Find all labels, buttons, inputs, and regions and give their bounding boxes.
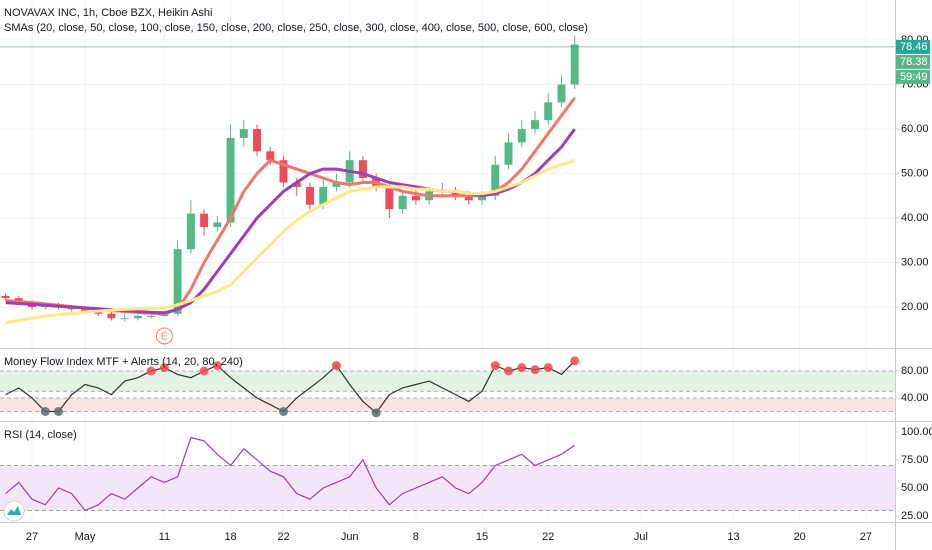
alert-dot	[543, 363, 553, 373]
indicator-legend: Money Flow Index MTF + Alerts (14, 20, 8…	[4, 356, 243, 368]
alert-dot	[40, 406, 50, 416]
alert-dot	[212, 361, 222, 371]
candle-body	[147, 315, 156, 317]
band	[0, 370, 895, 392]
alert-dot	[54, 406, 64, 416]
candle-body	[306, 186, 314, 205]
sma-line	[5, 158, 576, 325]
last-price-label: 78.46	[900, 41, 928, 53]
x-tick-label: 27	[26, 531, 38, 543]
x-tick-label: 27	[860, 531, 872, 543]
band	[0, 465, 895, 511]
candle-body	[107, 313, 116, 319]
x-tick-label: May	[75, 531, 96, 543]
candle-body	[253, 129, 262, 152]
candle-body	[319, 186, 328, 205]
y-tick-label: 25.00	[901, 510, 929, 522]
alert-dot	[490, 361, 500, 371]
indicator-legend: RSI (14, close)	[4, 429, 77, 441]
candle-body	[94, 311, 103, 314]
candle-body	[464, 195, 473, 201]
indicator-line	[5, 436, 576, 512]
y-tick-label: 50.00	[901, 167, 929, 179]
candle-body	[173, 249, 182, 314]
close-price-label: 78.38	[900, 56, 928, 68]
y-tick-label: 20.00	[901, 301, 929, 313]
close-price-box	[896, 54, 930, 69]
candle-body	[358, 160, 367, 179]
candle-body	[385, 186, 394, 210]
candle-body	[544, 102, 553, 121]
candle-body	[239, 129, 248, 138]
y-tick-label: 75.00	[901, 454, 929, 466]
candle-body	[292, 182, 301, 187]
candle-body	[451, 191, 460, 196]
earnings-label: E	[161, 332, 168, 343]
candle-body	[398, 195, 407, 210]
x-tick-label: 8	[413, 531, 419, 543]
candle-body	[332, 182, 341, 187]
x-tick-label: Jul	[634, 531, 648, 543]
last-price-box	[896, 39, 930, 54]
y-tick-label: 80.00	[901, 365, 929, 377]
x-tick-label: 13	[727, 531, 739, 543]
earnings-marker	[155, 327, 173, 345]
candle-body	[531, 120, 539, 130]
x-tick-label: 22	[277, 531, 289, 543]
candle-body	[570, 44, 579, 85]
chart-title: NOVAVAX INC, 1h, Cboe BZX, Heikin Ashi	[4, 7, 212, 19]
candle-body	[491, 164, 500, 196]
alert-dot	[279, 406, 289, 416]
band	[0, 397, 895, 412]
candle-body	[186, 213, 195, 250]
alert-dot	[530, 365, 540, 375]
candle-body	[266, 151, 275, 161]
alert-dot	[504, 366, 514, 376]
sma-line	[5, 128, 576, 315]
x-tick-label: 11	[159, 531, 170, 543]
candle-body	[411, 195, 420, 201]
candle-body	[133, 315, 142, 319]
candle-body	[478, 195, 487, 201]
indicator-legend: SMAs (20, close, 50, close, 100, close, …	[4, 22, 588, 34]
indicator-line	[5, 360, 576, 414]
candle-body	[517, 129, 526, 143]
y-tick-label: 100.00	[901, 426, 932, 438]
alert-dot	[146, 366, 156, 376]
candle-body	[557, 84, 566, 103]
alert-dot	[331, 361, 341, 371]
alert-dot	[159, 363, 169, 373]
alert-dot	[199, 366, 209, 376]
y-tick-label: 40.00	[901, 392, 929, 404]
y-tick-label: 50.00	[901, 482, 929, 494]
candle-body	[200, 213, 209, 227]
y-tick-label: 30.00	[901, 256, 929, 268]
x-tick-label: 20	[794, 531, 806, 543]
x-tick-label: 15	[476, 531, 488, 543]
countdown-box	[896, 69, 930, 84]
alert-dot	[371, 408, 381, 418]
candle-body	[226, 137, 235, 223]
plot-layer: E	[0, 0, 895, 522]
candle-body	[279, 160, 288, 183]
y-tick-label: 60.00	[901, 123, 929, 135]
y-tick-label: 40.00	[901, 212, 929, 224]
candle-body	[1, 295, 10, 299]
countdown-label: 59:49	[900, 71, 928, 83]
x-tick-label: 22	[542, 531, 554, 543]
logo[interactable]	[3, 500, 25, 522]
candle-body	[81, 309, 89, 312]
candle-body	[213, 222, 222, 227]
candle-body	[120, 318, 129, 320]
alert-dot	[570, 356, 580, 366]
alert-dot	[517, 363, 527, 373]
x-tick-label: Jun	[341, 531, 359, 543]
candle-body	[504, 142, 513, 165]
x-tick-label: 18	[224, 531, 236, 543]
